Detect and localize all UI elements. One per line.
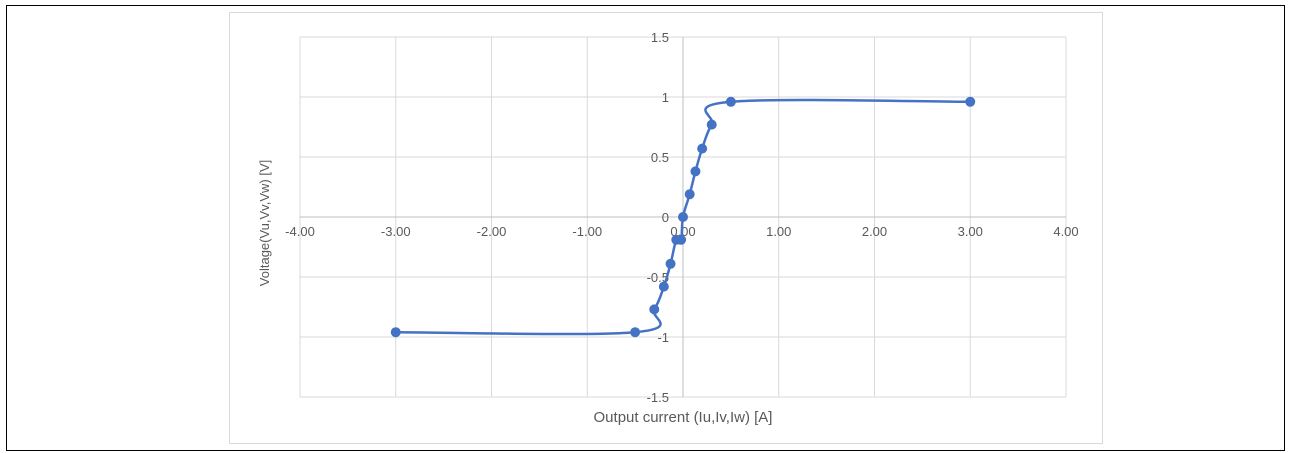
y-tick-label: -1: [657, 330, 669, 345]
data-point: [665, 258, 676, 269]
data-point: [390, 327, 401, 338]
y-tick-label: 1: [662, 90, 669, 105]
x-tick-label: -1.00: [572, 224, 602, 239]
data-point: [684, 189, 695, 200]
y-tick-label: -0.5: [647, 270, 669, 285]
y-tick-label: 1.5: [651, 30, 669, 45]
x-tick-label: -4.00: [285, 224, 315, 239]
document-frame: -4.00 -3.00 -2.00 -1.00 0.00 1.00 2.00 3.00 4.00…: [6, 5, 1285, 451]
data-series: [390, 96, 976, 338]
data-point: [725, 96, 736, 107]
x-tick-label: -2.00: [477, 224, 507, 239]
x-tick-label: 2.00: [862, 224, 887, 239]
x-tick-label: -3.00: [381, 224, 411, 239]
y-tick-label: -1.5: [647, 390, 669, 405]
data-point: [690, 166, 701, 177]
y-axis-title: Voltage(Vu,Vv,Vw) [V]: [257, 160, 272, 286]
data-point: [658, 281, 669, 292]
y-tick-label: 0: [662, 210, 669, 225]
data-point: [649, 304, 660, 315]
x-tick-label: 1.00: [766, 224, 791, 239]
series-line: [395, 98, 971, 336]
x-tick-label: 4.00: [1053, 224, 1078, 239]
data-point: [706, 119, 717, 130]
y-tick-label: 0.5: [651, 150, 669, 165]
y-tick-labels: -1.5 -1 -0.5 0 0.5 1 1.5: [647, 30, 669, 405]
x-tick-label: 3.00: [958, 224, 983, 239]
data-point: [965, 96, 976, 107]
data-point: [697, 143, 708, 154]
x-axis-title: Output current (Iu,Iv,Iw) [A]: [594, 409, 773, 426]
data-point: [676, 234, 687, 245]
chart-area: -4.00 -3.00 -2.00 -1.00 0.00 1.00 2.00 3.00 4.00…: [229, 12, 1103, 444]
data-point: [630, 327, 641, 338]
scatter-chart: -4.00 -3.00 -2.00 -1.00 0.00 1.00 2.00 3.00 4.00…: [257, 30, 1079, 426]
data-point: [678, 212, 688, 222]
